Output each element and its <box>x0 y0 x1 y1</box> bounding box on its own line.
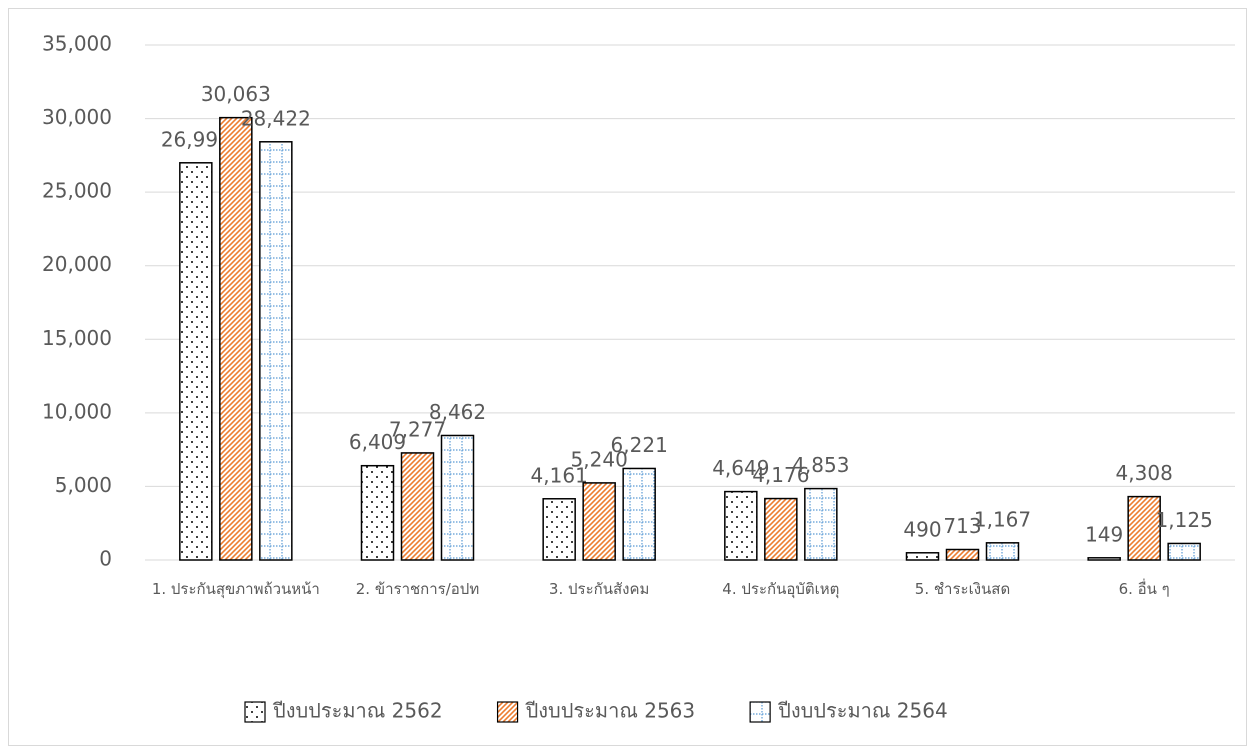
data-label: 713 <box>943 514 981 538</box>
data-label: 4,161 <box>531 463 588 487</box>
bar <box>985 542 1020 561</box>
bar <box>440 434 475 561</box>
bar <box>764 497 798 561</box>
bar <box>542 498 576 561</box>
data-label: 30,063 <box>201 82 271 106</box>
bar <box>179 162 213 561</box>
legend-label: ปีงบประมาณ 2562 <box>273 699 443 723</box>
data-label: 490 <box>903 517 941 541</box>
x-tick-label: 1. ประกันสุขภาพถ้วนหน้า <box>151 580 320 598</box>
y-tick-label: 5,000 <box>55 473 112 497</box>
data-label: 6,409 <box>349 430 406 454</box>
data-label: 1,125 <box>1156 508 1213 532</box>
chart-border <box>8 8 1247 746</box>
y-tick-label: 35,000 <box>42 32 112 56</box>
y-tick-label: 15,000 <box>42 326 112 350</box>
data-label: 5,240 <box>571 447 628 471</box>
bar <box>360 464 395 561</box>
bar <box>804 487 838 561</box>
data-label: 4,853 <box>792 453 849 477</box>
y-tick-label: 20,000 <box>42 252 112 276</box>
data-label: 4,176 <box>752 463 809 487</box>
bar <box>259 141 293 561</box>
legend-swatch <box>496 701 519 723</box>
x-tick-label: 5. ชำระเงินสด <box>914 580 1011 598</box>
bar <box>582 482 616 561</box>
data-label: 8,462 <box>429 400 486 424</box>
bar <box>724 490 758 561</box>
legend-swatch <box>244 701 266 723</box>
legend-label: ปีงบประมาณ 2563 <box>525 699 695 723</box>
data-label: 1,167 <box>974 507 1031 531</box>
data-label: 4,308 <box>1116 461 1173 485</box>
bar <box>1087 557 1121 561</box>
bar <box>622 467 656 561</box>
bar <box>905 552 940 561</box>
bar <box>400 452 435 561</box>
bar <box>945 548 980 561</box>
x-tick-label: 2. ข้าราชการ/อปท <box>355 580 480 598</box>
y-tick-label: 30,000 <box>42 105 112 129</box>
bar <box>1167 542 1201 561</box>
data-label: 28,422 <box>241 106 311 130</box>
legend-swatch <box>749 701 771 723</box>
y-tick-label: 0 <box>99 547 112 571</box>
data-label: 149 <box>1085 522 1123 546</box>
y-tick-label: 25,000 <box>42 179 112 203</box>
bar <box>1127 495 1161 561</box>
bar <box>219 116 253 561</box>
data-label: 7,277 <box>389 417 446 441</box>
y-tick-label: 10,000 <box>42 399 112 423</box>
x-tick-label: 3. ประกันสังคม <box>548 580 650 598</box>
x-tick-label: 4. ประกันอุบัติเหตุ <box>722 580 840 598</box>
legend-label: ปีงบประมาณ 2564 <box>778 699 948 723</box>
data-label: 4,649 <box>712 456 769 480</box>
x-tick-label: 6. อื่น ๆ <box>1118 580 1170 598</box>
data-label: 6,221 <box>611 433 668 457</box>
